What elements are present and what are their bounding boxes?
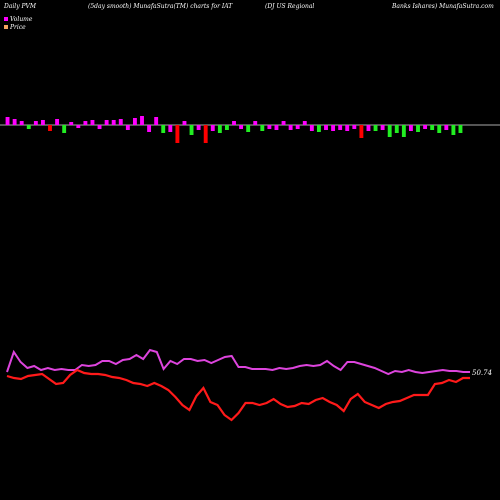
volume-bar [196, 125, 201, 130]
header-title: (5day smooth) MunafaSutra(TM) charts for… [88, 3, 233, 10]
volume-bar [430, 125, 435, 130]
volume-bar [246, 125, 251, 132]
volume-bar [161, 125, 166, 133]
volume-bar [387, 125, 392, 137]
volume-bar [260, 125, 265, 131]
volume-bar [302, 121, 307, 125]
volume-bar [26, 125, 31, 129]
volume-bar [423, 125, 428, 129]
volume-bar [416, 125, 420, 132]
volume-bar [281, 121, 286, 125]
volume-bar [408, 125, 413, 131]
volume-bar [97, 125, 102, 129]
volume-bar [55, 119, 60, 125]
price-line [6, 368, 470, 422]
volume-bar [147, 125, 152, 132]
volume-bar [345, 125, 350, 131]
volume-bar [444, 125, 449, 130]
volume-bar [19, 121, 24, 125]
volume-bar [132, 118, 137, 125]
volume-bar [373, 125, 378, 131]
volume-bar [451, 125, 456, 135]
volume-bar [331, 125, 336, 131]
volume-bar [239, 125, 244, 129]
volume-bar [217, 125, 222, 133]
volume-bar [48, 125, 52, 131]
volume-bar [309, 125, 314, 131]
volume-bar [203, 125, 208, 143]
volume-bar [458, 125, 463, 133]
volume-bar [253, 121, 258, 125]
volume-bar [118, 119, 123, 125]
volume-bar [316, 125, 321, 132]
volume-bar [295, 125, 300, 129]
volume-bar [182, 121, 187, 125]
volume-bar [401, 125, 406, 137]
legend-swatch-price [4, 25, 8, 29]
volume-bar [104, 120, 109, 125]
header-right: Banks Ishares) MunafaSutra.com [392, 3, 494, 10]
volume-bar [76, 125, 81, 128]
legend-label-price: Price [10, 23, 26, 31]
volume-bar [232, 121, 236, 125]
volume-bars [5, 116, 463, 143]
volume-bar [324, 125, 328, 130]
legend-item-price: Price [4, 23, 32, 31]
volume-bar [437, 125, 442, 133]
volume-bar [338, 125, 343, 130]
volume-bar [40, 120, 45, 125]
legend-label-volume: Volume [10, 15, 33, 23]
legend-swatch-volume [4, 17, 8, 21]
header-left: Daily PVM [4, 3, 37, 10]
volume-bar [69, 122, 74, 125]
legend-item-volume: Volume [4, 15, 32, 23]
volume-bar [90, 120, 95, 125]
volume-bar [154, 117, 159, 125]
volume-bar [224, 125, 229, 130]
volume-bar [12, 119, 17, 125]
legend: Volume Price [4, 15, 32, 31]
volume-bar [125, 125, 130, 130]
volume-bar [83, 121, 88, 125]
volume-bar [140, 116, 144, 125]
volume-bar [359, 125, 364, 138]
volume-bar [366, 125, 371, 131]
volume-bar [168, 125, 173, 132]
header-subtitle: (DJ US Regional [265, 3, 315, 10]
volume-bar [352, 125, 357, 129]
volume-bar [62, 125, 67, 133]
volume-bar [267, 125, 272, 129]
volume-bar [111, 120, 116, 125]
volume-bar [394, 125, 399, 133]
volume-bar [33, 121, 38, 125]
volume-bar [210, 125, 215, 131]
volume-bar [380, 125, 385, 130]
pvm-line [6, 348, 470, 376]
last-price-label: 50.74 [472, 369, 492, 377]
volume-bar [288, 125, 293, 130]
volume-bar [274, 125, 279, 130]
volume-bar [175, 125, 180, 143]
volume-bar [5, 117, 10, 125]
volume-bar [189, 125, 194, 135]
